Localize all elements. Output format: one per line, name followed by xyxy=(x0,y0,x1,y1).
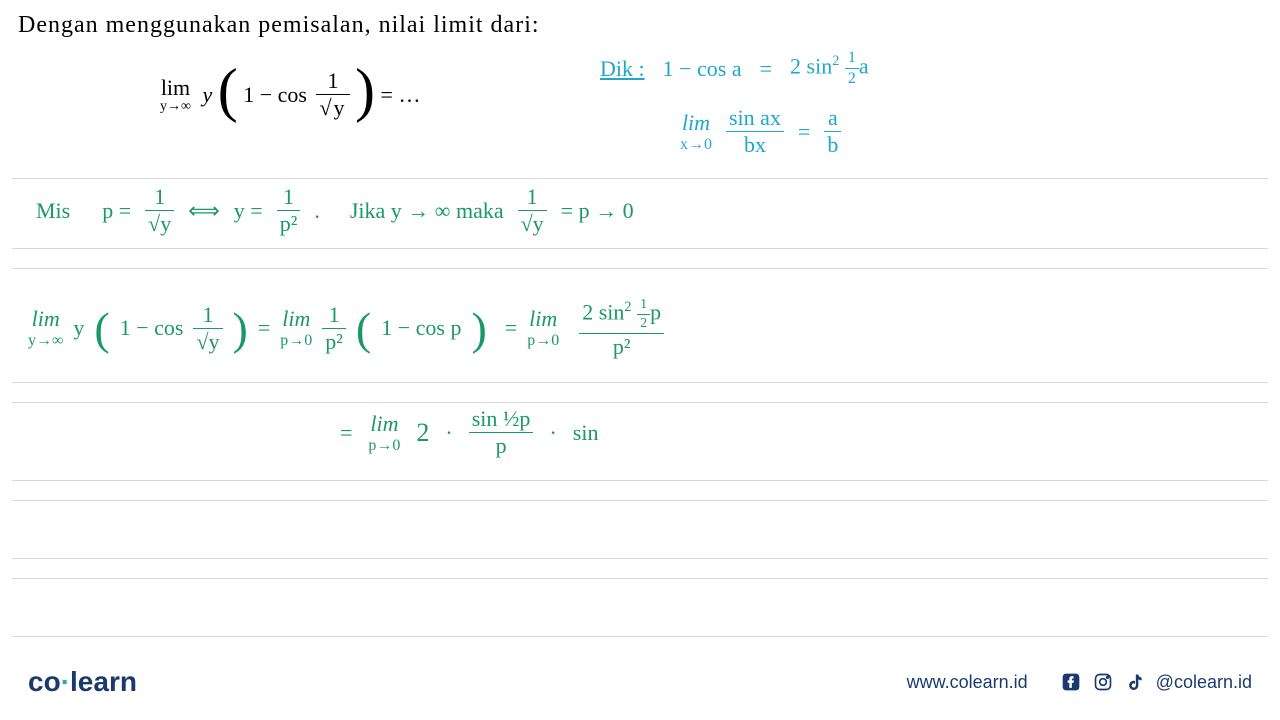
identity2-rhs-den: b xyxy=(824,132,841,156)
known-section: Dik : 1 − cos a = 2 sin2 1 2 a lim x→0 s… xyxy=(600,50,869,156)
ruled-line xyxy=(12,248,1268,249)
work-row-1: Mis p = 1 √y ⟺ y = 1 p² . Jika y → ∞ mak… xyxy=(36,186,634,235)
ruled-line xyxy=(12,480,1268,481)
equals-dots: = … xyxy=(381,82,421,108)
tiktok-icon xyxy=(1124,671,1146,693)
var-y: y xyxy=(202,82,212,108)
footer-url: www.colearn.id xyxy=(907,672,1028,693)
dik-label: Dik : xyxy=(600,56,645,82)
identity1-rhs: 2 sin2 1 2 a xyxy=(790,50,869,87)
p-eq: p = xyxy=(102,198,131,224)
ruled-line xyxy=(12,178,1268,179)
identity2-eq: = xyxy=(798,119,810,145)
question-prompt: Dengan menggunakan pemisalan, nilai limi… xyxy=(18,12,540,39)
ruled-line xyxy=(12,636,1268,637)
frac-den: √y xyxy=(316,95,349,119)
iff-arrow: ⟺ xyxy=(188,198,220,224)
frac-num: 1 xyxy=(316,70,349,95)
ruled-line xyxy=(12,382,1268,383)
work-row-3: = lim p→0 2 · sin ½p p · sin xyxy=(340,408,598,457)
facebook-icon xyxy=(1060,671,1082,693)
footer-handle: @colearn.id xyxy=(1156,672,1252,693)
eq-p-arrow: = p → 0 xyxy=(561,198,634,224)
identity2-num: sin ax xyxy=(726,107,784,132)
footer: co·learn www.colearn.id @colearn.id xyxy=(0,662,1280,702)
y-eq: y = xyxy=(234,198,263,224)
inner-text: 1 − cos xyxy=(243,82,307,108)
paren-open: ( xyxy=(218,56,238,125)
ruled-line xyxy=(12,578,1268,579)
ruled-line xyxy=(12,268,1268,269)
identity1-eq: = xyxy=(760,56,772,82)
ruled-line xyxy=(12,558,1268,559)
lim-subscript: y→∞ xyxy=(160,99,191,115)
lim-label: lim xyxy=(160,75,191,101)
work-row-2: lim y→∞ y ( 1 − cos 1 √y ) = lim p→0 1 p… xyxy=(28,298,664,358)
identity2-limsub: x→0 xyxy=(680,136,712,154)
ruled-line xyxy=(12,402,1268,403)
identity1-lhs: 1 − cos a xyxy=(663,56,742,82)
identity2-den: bx xyxy=(726,132,784,156)
mis-label: Mis xyxy=(36,198,70,224)
limit-expression: lim y→∞ y ( 1 − cos 1 √y ) = … xyxy=(160,60,420,129)
instagram-icon xyxy=(1092,671,1114,693)
identity2-rhs-num: a xyxy=(824,107,841,132)
ruled-line xyxy=(12,500,1268,501)
jika-text: Jika y → ∞ maka xyxy=(350,198,504,224)
identity2-lim: lim xyxy=(680,110,712,136)
logo: co·learn xyxy=(28,666,137,698)
paren-close: ) xyxy=(355,56,375,125)
